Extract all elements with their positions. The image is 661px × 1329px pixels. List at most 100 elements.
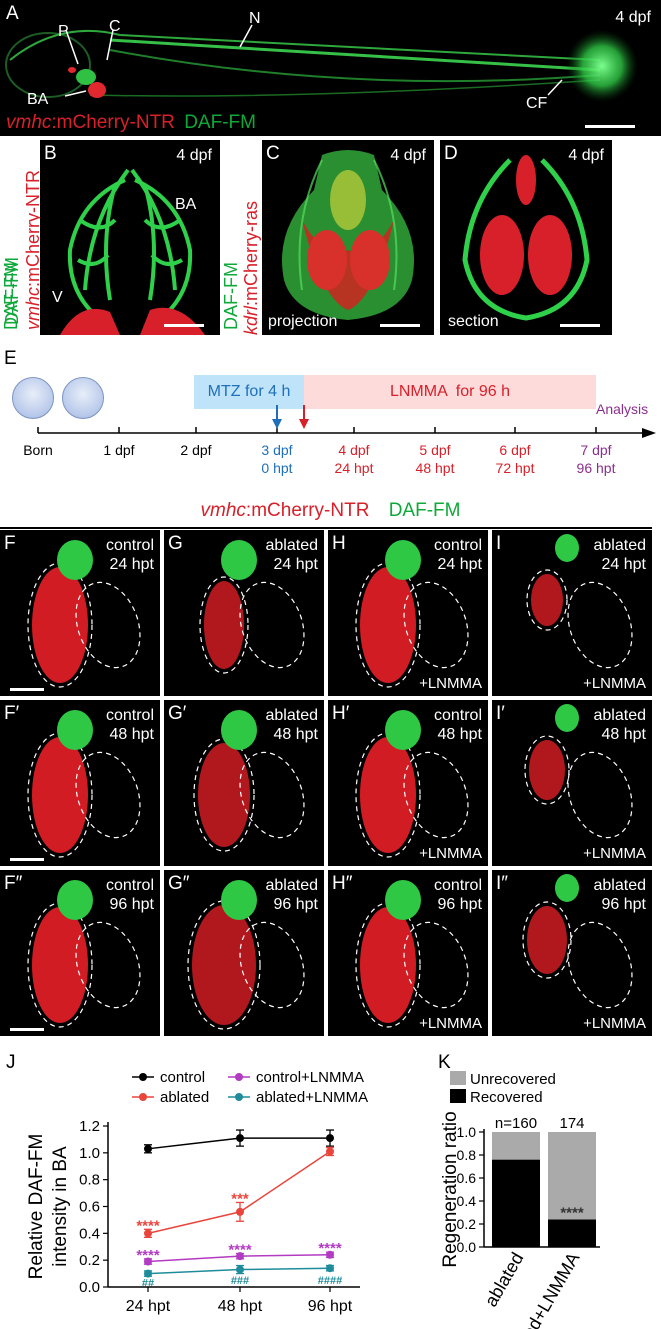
- time-label: 48 hpt: [437, 726, 482, 743]
- data-point: [326, 1134, 334, 1143]
- y-tick-label: 0.0: [457, 1239, 477, 1255]
- timeline-tick-4dpf: 4 dpf 24 hpt: [334, 442, 374, 476]
- significance-annotation: ****: [560, 1205, 584, 1222]
- side-c-daf-fm: DAF-FM: [221, 262, 241, 330]
- y-tick-label: 0.8: [79, 1172, 100, 1189]
- legend-daf-fm: DAF-FM: [184, 112, 256, 133]
- legend-entry: Recovered: [470, 1089, 543, 1106]
- scale-bar: [560, 324, 600, 327]
- label-cf: CF: [526, 95, 548, 112]
- panel-letter: F: [4, 533, 16, 554]
- condition-label: ablated: [593, 707, 647, 724]
- label-ba: BA: [27, 91, 49, 108]
- panel-h-row3: H″ control 96 hpt +LNMMA: [328, 870, 488, 1036]
- lnmma-label: LNMMA for 96 h: [389, 383, 511, 400]
- panel-letter: I″: [496, 873, 509, 894]
- y-axis-label: Regeneration ratio: [440, 1111, 461, 1267]
- legend-swatch: [450, 1089, 466, 1103]
- data-point: [144, 1229, 152, 1238]
- panel-h-row2: H′ control 48 hpt +LNMMA: [328, 700, 488, 866]
- significance-annotation: ****: [318, 1240, 342, 1257]
- time-label: 24 hpt: [437, 556, 482, 573]
- condition-time-tag: ablated 48 hpt: [266, 706, 319, 744]
- panel-c-side-label: DAF-FM kdrl:mCherry-ras: [221, 140, 262, 335]
- mtz-box: [194, 375, 304, 409]
- significance-annotation: ****: [228, 1241, 252, 1258]
- legend-swatch: [450, 1071, 466, 1085]
- legend-marker: [235, 1093, 243, 1101]
- timeline-tick-7dpf: 7 dpf 96 hpt: [576, 442, 616, 476]
- condition-label: control: [105, 707, 154, 724]
- panel-g-row3: G″ ablated 96 hpt: [164, 870, 324, 1036]
- timeline-tick-3dpf: 3 dpf 0 hpt: [261, 442, 293, 476]
- y-axis-label-line2: intensity in BA: [50, 1146, 71, 1267]
- condition-time-tag: control 24 hpt: [434, 536, 482, 574]
- legend-entry: control: [160, 1069, 205, 1086]
- timeline-tick-2dpf: 2 dpf: [180, 442, 212, 458]
- panel-g-row2: G′ ablated 48 hpt: [164, 700, 324, 866]
- y-tick-label: 0.8: [457, 1147, 477, 1163]
- condition-label: control: [433, 707, 482, 724]
- y-tick-label: 0.4: [79, 1225, 100, 1242]
- grid-header: vmhc:mCherry-NTR DAF-FM: [0, 500, 661, 522]
- legend-marker: [139, 1093, 147, 1101]
- significance-annotation: ***: [231, 1190, 249, 1207]
- lnmma-label: +LNMMA: [419, 675, 482, 692]
- condition-time-tag: control 24 hpt: [106, 536, 154, 574]
- y-axis-label-line1: Relative DAF-FM: [26, 1134, 47, 1280]
- time-label: 48 hpt: [109, 726, 154, 743]
- panel-letter: H: [332, 533, 346, 554]
- y-tick-label: 1.0: [457, 1124, 477, 1140]
- timeline-tick-6dpf: 6 dpf 72 hpt: [495, 442, 535, 476]
- y-tick-label: 0.6: [457, 1170, 477, 1186]
- panel-b-label-v: V: [52, 289, 63, 306]
- panel-letter-d: D: [444, 143, 458, 164]
- significance-annotation: ****: [136, 1217, 160, 1234]
- scale-bar: [10, 1028, 44, 1031]
- data-point: [326, 1250, 334, 1259]
- data-point: [144, 1144, 152, 1153]
- panel-a-image: A 4 dpf P C N BA CF vmhc:mCherry-NTR DAF…: [0, 0, 661, 136]
- significance-annotation: ####: [318, 1275, 342, 1287]
- time-label: 48 hpt: [273, 726, 318, 743]
- time-label: 24 hpt: [601, 556, 646, 573]
- data-point: [144, 1257, 152, 1266]
- panel-a-stage: 4 dpf: [615, 9, 651, 26]
- lnmma-box: [304, 375, 596, 409]
- n-label: 174: [559, 1115, 584, 1132]
- x-tick-label: 96 hpt: [308, 1298, 353, 1315]
- larva-micrograph: [5, 24, 638, 102]
- panel-letter-e: E: [4, 348, 17, 369]
- y-tick-label: 0.0: [79, 1279, 100, 1296]
- panel-letter: I′: [496, 703, 505, 724]
- panel-letter-b: B: [44, 143, 57, 164]
- condition-label: ablated: [265, 877, 319, 894]
- data-point: [144, 1269, 152, 1278]
- panel-letter: I: [496, 533, 502, 554]
- time-label: 96 hpt: [601, 896, 646, 913]
- time-label: 48 hpt: [601, 726, 646, 743]
- panel-b-image: B 4 dpf BA V: [40, 140, 220, 335]
- panel-letter: G′: [168, 703, 187, 724]
- header-vmhc: vmhc: [200, 500, 246, 521]
- y-tick-label: 1.2: [79, 1118, 100, 1135]
- condition-time-tag: control 48 hpt: [434, 706, 482, 744]
- mtz-label: MTZ for 4 h: [207, 383, 291, 400]
- panel-d-caption: section: [448, 313, 499, 330]
- y-tick-label: 0.6: [79, 1199, 100, 1216]
- y-tick-label: 1.0: [79, 1145, 100, 1162]
- y-tick-label: 0.4: [457, 1193, 477, 1209]
- time-label: 96 hpt: [109, 896, 154, 913]
- egg-icon: [62, 377, 104, 419]
- lnmma-label: +LNMMA: [583, 1015, 646, 1032]
- panel-b-stage: 4 dpf: [176, 147, 212, 164]
- panel-letter: F′: [4, 703, 20, 724]
- timeline-axis: [37, 405, 656, 438]
- panel-letter-a: A: [6, 3, 19, 24]
- panel-d-image: D 4 dpf section: [440, 140, 612, 335]
- panel-letter-j: J: [6, 1052, 16, 1073]
- data-point: [236, 1207, 244, 1216]
